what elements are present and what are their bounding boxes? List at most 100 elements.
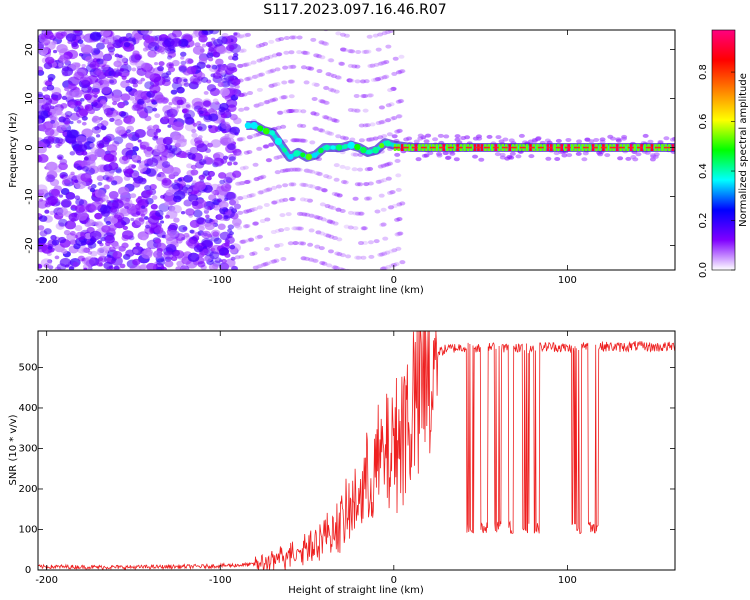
heatmap-cell bbox=[277, 242, 284, 247]
heatmap-cell bbox=[380, 60, 387, 65]
heatmap-cell bbox=[192, 180, 197, 184]
heatmap-cell bbox=[317, 128, 324, 133]
heatmap-cell bbox=[264, 217, 271, 222]
heatmap-cell bbox=[96, 123, 105, 129]
heatmap-cell bbox=[205, 64, 211, 69]
heatmap-cell bbox=[120, 93, 131, 102]
heatmap-cell bbox=[381, 251, 388, 256]
heatmap-cell bbox=[561, 153, 568, 158]
heatmap-cell bbox=[630, 155, 637, 160]
heatmap-cell bbox=[233, 203, 242, 210]
heatmap-cell bbox=[381, 266, 388, 270]
heatmap-cell bbox=[381, 178, 388, 183]
heatmap-cell bbox=[75, 135, 88, 145]
heatmap-cell bbox=[163, 99, 168, 104]
heatmap-cell bbox=[391, 203, 398, 208]
colorbar-tick-label: 0.2 bbox=[698, 213, 709, 229]
heatmap-cell bbox=[396, 216, 403, 221]
heatmap-cell bbox=[207, 108, 215, 114]
heatmap-cell bbox=[244, 77, 251, 82]
heatmap-cell bbox=[156, 242, 167, 251]
heatmap-cell bbox=[372, 77, 379, 82]
heatmap-cell bbox=[252, 221, 259, 226]
heatmap-cell bbox=[180, 56, 185, 60]
heatmap-cell bbox=[174, 179, 179, 183]
heatmap-cell bbox=[289, 35, 296, 40]
heatmap-cell bbox=[44, 31, 54, 40]
heatmap-cell bbox=[389, 190, 396, 195]
heatmap-cell bbox=[221, 80, 231, 88]
heatmap-cell bbox=[242, 195, 249, 200]
heatmap-cell bbox=[304, 212, 311, 217]
heatmap-cell bbox=[238, 254, 245, 259]
heatmap-cell bbox=[130, 193, 137, 199]
heatmap-cell bbox=[144, 224, 150, 229]
heatmap-cell bbox=[291, 138, 298, 143]
heatmap-cell bbox=[131, 104, 140, 112]
heatmap-cell bbox=[186, 69, 191, 73]
heatmap-cell bbox=[221, 36, 232, 45]
heatmap-cell bbox=[39, 215, 48, 222]
heatmap-cell bbox=[203, 90, 209, 95]
heatmap-cell bbox=[111, 256, 123, 266]
heatmap-cell bbox=[232, 79, 240, 86]
heatmap-cell bbox=[244, 32, 251, 37]
heatmap-cell bbox=[229, 244, 236, 250]
heatmap-cell bbox=[374, 77, 381, 82]
heatmap-cell bbox=[143, 216, 149, 220]
ridge-cell bbox=[366, 149, 373, 155]
heatmap-cell bbox=[415, 157, 422, 162]
heatmap-cell bbox=[355, 108, 362, 113]
heatmap-cell bbox=[355, 255, 362, 260]
heatmap-cell bbox=[58, 236, 67, 244]
heatmap-cell bbox=[362, 240, 369, 245]
heatmap-cell bbox=[222, 139, 228, 144]
heatmap-cell bbox=[235, 78, 242, 83]
heatmap-cell bbox=[368, 254, 375, 259]
heatmap-cell bbox=[38, 242, 48, 253]
heatmap-cell bbox=[215, 58, 224, 66]
x-tick-label: -200 bbox=[35, 575, 58, 586]
snr-frame bbox=[37, 330, 676, 571]
heatmap-cell bbox=[156, 266, 163, 270]
heatmap-cell bbox=[300, 123, 307, 128]
heatmap-cell bbox=[146, 157, 159, 167]
heatmap-cell bbox=[123, 115, 136, 125]
heatmap-cell bbox=[129, 264, 142, 270]
heatmap-cell bbox=[346, 78, 353, 83]
heatmap-cell bbox=[395, 114, 402, 119]
heatmap-cell bbox=[246, 238, 253, 243]
heatmap-cell bbox=[61, 248, 68, 254]
heatmap-cell bbox=[318, 231, 325, 236]
heatmap-cell bbox=[386, 161, 393, 166]
heatmap-cell bbox=[155, 128, 162, 133]
heatmap-cell bbox=[177, 177, 183, 182]
heatmap-cell bbox=[387, 205, 394, 210]
heatmap-cell bbox=[274, 243, 281, 248]
heatmap-cell bbox=[255, 44, 262, 49]
heatmap-cell bbox=[201, 43, 207, 48]
heatmap-cell bbox=[367, 64, 374, 69]
heatmap-cell bbox=[160, 266, 167, 270]
heatmap-cell bbox=[381, 75, 388, 80]
heatmap-cell bbox=[313, 112, 320, 117]
ridge-cell bbox=[330, 145, 336, 150]
heatmap-cell bbox=[499, 155, 506, 160]
heatmap-cell bbox=[358, 241, 365, 246]
heatmap-cell bbox=[260, 174, 267, 179]
heatmap-cell bbox=[232, 170, 242, 178]
heatmap-cell bbox=[147, 41, 160, 52]
heatmap-cell bbox=[241, 63, 248, 68]
y-tick-label: -20 bbox=[24, 237, 35, 253]
heatmap-cell bbox=[154, 226, 164, 234]
heatmap-cell bbox=[235, 181, 242, 186]
heatmap-cell bbox=[198, 174, 206, 180]
heatmap-cell bbox=[320, 99, 327, 104]
heatmap-cell bbox=[396, 202, 403, 207]
heatmap-cell bbox=[296, 123, 303, 128]
heatmap-cell bbox=[297, 226, 304, 231]
heatmap-cell bbox=[74, 204, 86, 213]
heatmap-cell bbox=[150, 99, 156, 103]
heatmap-cell bbox=[95, 42, 105, 50]
heatmap-cell bbox=[207, 205, 212, 210]
